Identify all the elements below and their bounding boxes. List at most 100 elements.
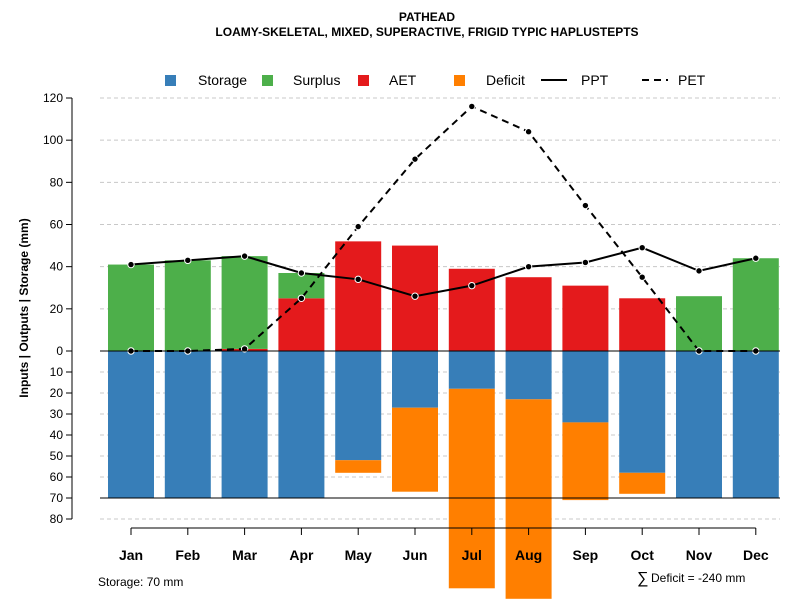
line-pet	[131, 105, 756, 352]
bar-storage	[676, 351, 722, 498]
bar-surplus	[108, 264, 154, 351]
point-ppt	[468, 281, 476, 290]
y-axis-label: Inputs | Outputs | Storage (mm)	[17, 218, 31, 397]
bar-storage	[221, 351, 268, 498]
point-pet	[411, 155, 419, 163]
x-tick-label: Oct	[631, 547, 655, 563]
point-ppt	[581, 258, 590, 267]
legend-label-storage: Storage	[198, 72, 247, 88]
bar-surplus	[278, 272, 325, 299]
point-ppt	[524, 262, 533, 271]
bar-storage	[732, 351, 779, 498]
bar-storage	[108, 351, 154, 498]
x-tick-label: Aug	[515, 547, 542, 563]
point-pet	[468, 102, 476, 111]
y-tick-label: 40	[50, 260, 64, 274]
y-tick-label: 40	[50, 428, 64, 442]
bar-deficit	[619, 472, 666, 494]
bar-storage	[448, 351, 495, 389]
legend-label-surplus: Surplus	[293, 72, 340, 88]
point-ppt	[354, 275, 362, 284]
x-tick-label: May	[345, 547, 372, 563]
x-tick-label: Feb	[175, 547, 200, 563]
x-tick-label: Jan	[119, 547, 143, 563]
axes: 0 20 40 60 80 100 120 10 20 30 40 50 60 70 80 Jan Feb Mar…	[43, 91, 780, 563]
bar-aet	[278, 298, 325, 351]
bar-surplus	[732, 258, 779, 351]
bar-surplus	[221, 256, 268, 349]
legend-label-ppt: PPT	[581, 72, 609, 88]
x-tick-label: Apr	[289, 547, 314, 563]
point-pet	[524, 128, 533, 136]
point-ppt	[411, 292, 419, 300]
legend-swatch-surplus	[262, 75, 273, 86]
y-tick-label: 80	[50, 175, 64, 189]
legend-label-deficit: Deficit	[486, 72, 525, 88]
x-tick-label: Nov	[686, 547, 713, 563]
y-tick-label: 10	[50, 365, 64, 379]
bar-deficit	[448, 388, 495, 589]
deficit-note: Deficit = -240 mm	[651, 571, 745, 585]
bar-aet	[335, 241, 382, 351]
point-pet	[297, 294, 306, 302]
y-tick-label: 50	[50, 449, 64, 463]
point-pet	[354, 222, 362, 231]
y-tick-label: 20	[50, 302, 64, 316]
point-pet	[240, 345, 249, 353]
y-tick-label: 80	[50, 512, 64, 526]
point-ppt	[752, 254, 760, 262]
bar-storage	[619, 351, 666, 473]
bar-surplus	[676, 296, 722, 351]
y-tick-label: 0	[56, 344, 63, 358]
legend-swatch-deficit	[454, 75, 465, 86]
legend: Storage Surplus AET Deficit PPT PET	[165, 72, 706, 88]
deficit-symbol: ∑	[637, 570, 648, 587]
chart-title: PATHEAD	[399, 10, 456, 24]
y-tick-label: 20	[50, 386, 64, 400]
bar-storage	[335, 351, 382, 461]
y-tick-label: 100	[43, 133, 63, 147]
bar-aet	[619, 298, 666, 351]
point-ppt	[127, 260, 135, 269]
point-ppt	[638, 243, 646, 252]
y-tick-label: 120	[43, 91, 63, 105]
point-pet	[638, 273, 646, 281]
legend-swatch-storage	[165, 75, 176, 86]
bar-storage	[505, 351, 552, 400]
y-tick-label: 70	[50, 491, 64, 505]
x-tick-label: Jul	[462, 547, 482, 563]
bars	[108, 241, 779, 599]
bar-storage	[278, 351, 325, 498]
lines	[127, 102, 760, 355]
legend-label-pet: PET	[678, 72, 706, 88]
bar-storage	[562, 351, 609, 423]
bar-deficit	[392, 407, 438, 492]
point-ppt	[695, 267, 703, 275]
bar-surplus	[164, 260, 211, 351]
x-tick-label: Sep	[573, 547, 599, 563]
legend-swatch-aet	[358, 75, 369, 86]
bar-deficit	[505, 399, 552, 599]
bar-storage	[164, 351, 211, 498]
y-tick-label: 60	[50, 218, 64, 232]
point-ppt	[184, 256, 192, 265]
point-pet	[581, 201, 590, 210]
gridlines	[100, 97, 780, 520]
y-tick-label: 60	[50, 470, 64, 484]
point-ppt	[240, 252, 249, 260]
storage-note: Storage: 70 mm	[98, 575, 183, 589]
bar-aet	[562, 285, 609, 351]
x-tick-label: Dec	[743, 547, 769, 563]
bar-deficit	[335, 460, 382, 473]
x-tick-label: Mar	[232, 547, 257, 563]
bar-deficit	[562, 422, 609, 501]
x-tick-label: Jun	[403, 547, 428, 563]
chart-subtitle: LOAMY-SKELETAL, MIXED, SUPERACTIVE, FRIG…	[215, 25, 638, 39]
point-ppt	[297, 269, 306, 277]
y-tick-label: 30	[50, 407, 64, 421]
bar-aet	[505, 277, 552, 351]
line-ppt	[130, 246, 757, 298]
legend-label-aet: AET	[389, 72, 417, 88]
bar-storage	[392, 351, 438, 408]
